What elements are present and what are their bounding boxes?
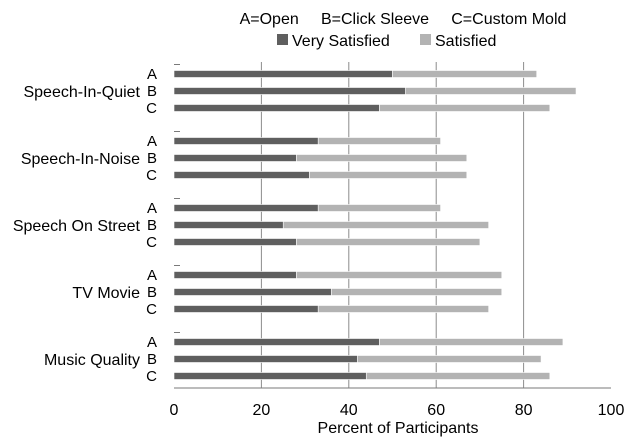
legend-label-satisfied: Satisfied bbox=[435, 33, 496, 50]
y-sublabel-music-quality-c: C bbox=[146, 368, 157, 385]
y-group-label-speech-in-quiet: Speech-In-Quiet bbox=[23, 84, 140, 101]
y-sublabel-speech-in-noise-a: A bbox=[147, 133, 157, 150]
x-tick-20: 20 bbox=[253, 402, 271, 419]
bars bbox=[173, 70, 577, 380]
x-tick-labels: 0 20 40 60 80 100 bbox=[170, 402, 625, 419]
y-sublabel-speech-in-noise-b: B bbox=[147, 150, 157, 167]
bar-music-quality-b-satisfied bbox=[357, 355, 542, 363]
x-axis-label: Percent of Participants bbox=[318, 420, 479, 437]
legend: Very Satisfied Satisfied bbox=[277, 33, 496, 50]
y-sublabel-tv-movie-a: A bbox=[147, 267, 157, 284]
y-sublabel-tv-movie-c: C bbox=[146, 301, 157, 318]
bar-tv-movie-a-satisfied bbox=[296, 271, 503, 279]
y-axis-labels: ABCSpeech-In-QuietABCSpeech-In-NoiseABCS… bbox=[13, 66, 157, 385]
y-sublabel-speech-on-street-a: A bbox=[147, 200, 157, 217]
bar-speech-in-noise-c-satisfied bbox=[309, 171, 468, 179]
y-group-label-music-quality: Music Quality bbox=[44, 352, 140, 369]
bar-music-quality-b-very-satisfied bbox=[173, 355, 358, 363]
bar-tv-movie-a-very-satisfied bbox=[173, 271, 297, 279]
y-group-label-speech-on-street: Speech On Street bbox=[13, 218, 141, 235]
bar-speech-on-street-c-satisfied bbox=[296, 238, 481, 246]
bar-tv-movie-b-very-satisfied bbox=[173, 288, 332, 296]
y-sublabel-speech-on-street-b: B bbox=[147, 217, 157, 234]
legend-label-very-satisfied: Very Satisfied bbox=[292, 33, 390, 50]
bar-music-quality-c-very-satisfied bbox=[173, 372, 367, 380]
bar-speech-in-quiet-b-very-satisfied bbox=[173, 87, 406, 95]
bar-tv-movie-c-satisfied bbox=[317, 305, 489, 313]
bar-tv-movie-b-satisfied bbox=[331, 288, 503, 296]
y-sublabel-tv-movie-b: B bbox=[147, 284, 157, 301]
bar-music-quality-a-very-satisfied bbox=[173, 338, 380, 346]
bar-speech-in-noise-b-satisfied bbox=[296, 154, 468, 162]
y-sublabel-music-quality-b: B bbox=[147, 351, 157, 368]
bar-speech-on-street-b-satisfied bbox=[282, 221, 489, 229]
x-tick-0: 0 bbox=[170, 402, 179, 419]
bar-speech-on-street-c-very-satisfied bbox=[173, 238, 297, 246]
y-sublabel-speech-on-street-c: C bbox=[146, 234, 157, 251]
legend-swatch-satisfied bbox=[420, 34, 431, 45]
bar-speech-in-noise-a-satisfied bbox=[317, 137, 441, 145]
bar-speech-in-quiet-a-satisfied bbox=[392, 70, 538, 78]
bar-speech-on-street-b-very-satisfied bbox=[173, 221, 284, 229]
bar-music-quality-c-satisfied bbox=[365, 372, 551, 380]
x-tick-40: 40 bbox=[340, 402, 358, 419]
bar-speech-on-street-a-very-satisfied bbox=[173, 204, 319, 212]
bar-speech-in-noise-c-very-satisfied bbox=[173, 171, 310, 179]
legend-swatch-very-satisfied bbox=[277, 34, 288, 45]
y-sublabel-speech-in-quiet-b: B bbox=[147, 83, 157, 100]
bar-speech-in-quiet-b-satisfied bbox=[405, 87, 577, 95]
x-tick-80: 80 bbox=[515, 402, 533, 419]
y-group-label-tv-movie: TV Movie bbox=[72, 285, 140, 302]
bar-speech-in-quiet-c-very-satisfied bbox=[173, 104, 380, 112]
y-sublabel-speech-in-quiet-c: C bbox=[146, 100, 157, 117]
bar-speech-on-street-a-satisfied bbox=[317, 204, 441, 212]
bar-music-quality-a-satisfied bbox=[379, 338, 564, 346]
x-tick-60: 60 bbox=[427, 402, 445, 419]
code-key-title: A=Open B=Click Sleeve C=Custom Mold bbox=[240, 11, 567, 28]
y-sublabel-music-quality-a: A bbox=[147, 334, 157, 351]
bar-speech-in-quiet-a-very-satisfied bbox=[173, 70, 393, 78]
x-tick-100: 100 bbox=[598, 402, 625, 419]
y-sublabel-speech-in-quiet-a: A bbox=[147, 66, 157, 83]
y-sublabel-speech-in-noise-c: C bbox=[146, 167, 157, 184]
bar-speech-in-noise-a-very-satisfied bbox=[173, 137, 319, 145]
bar-tv-movie-c-very-satisfied bbox=[173, 305, 319, 313]
bar-speech-in-quiet-c-satisfied bbox=[379, 104, 551, 112]
bar-speech-in-noise-b-very-satisfied bbox=[173, 154, 297, 162]
y-group-label-speech-in-noise: Speech-In-Noise bbox=[21, 151, 140, 168]
